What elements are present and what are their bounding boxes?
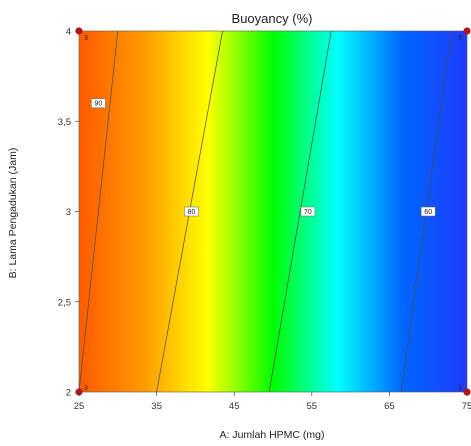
y-tick-label: 4: [66, 27, 71, 38]
x-tick-label: 55: [307, 401, 318, 412]
contour-label: 70: [304, 209, 312, 216]
y-axis-label: B: Lama Pengadukan (Jam): [7, 148, 19, 279]
contour-label: 90: [95, 101, 103, 108]
y-tick-label: 2,5: [58, 297, 71, 308]
design-point-label: 3: [84, 35, 88, 42]
contour-label-box: [184, 206, 199, 217]
x-axis-ticks: 25 35 45 55 65 75: [74, 392, 471, 412]
x-tick-label: 45: [229, 401, 240, 412]
chart-title: Buoyancy (%): [232, 11, 313, 26]
x-tick-label: 65: [384, 401, 395, 412]
y-tick-label: 2: [66, 388, 71, 399]
design-point: [463, 27, 471, 35]
contour-line: [78, 30, 119, 393]
y-tick-label: 3: [66, 207, 71, 218]
y-axis-ticks: 2 2,5 3 3,5 4: [58, 27, 79, 399]
contour-line: [268, 30, 332, 393]
contour-label: 60: [424, 209, 432, 216]
design-point-label: 3: [458, 385, 462, 392]
contour-label-box: [91, 98, 106, 108]
y-tick-label: 3,5: [58, 117, 71, 128]
design-point-label: 3: [84, 385, 88, 392]
contour-lines: 90 80 70 60: [78, 30, 452, 393]
design-point-label: 3: [458, 35, 462, 42]
contour-label: 80: [188, 209, 196, 216]
contour-label-box: [420, 206, 436, 217]
x-tick-label: 25: [74, 401, 85, 412]
x-tick-label: 35: [151, 401, 162, 412]
x-axis-label: A: Jumlah HPMC (mg): [219, 429, 324, 441]
x-tick-label: 75: [462, 401, 471, 412]
plot-area: [78, 30, 468, 393]
contour-label-box: [300, 206, 316, 217]
